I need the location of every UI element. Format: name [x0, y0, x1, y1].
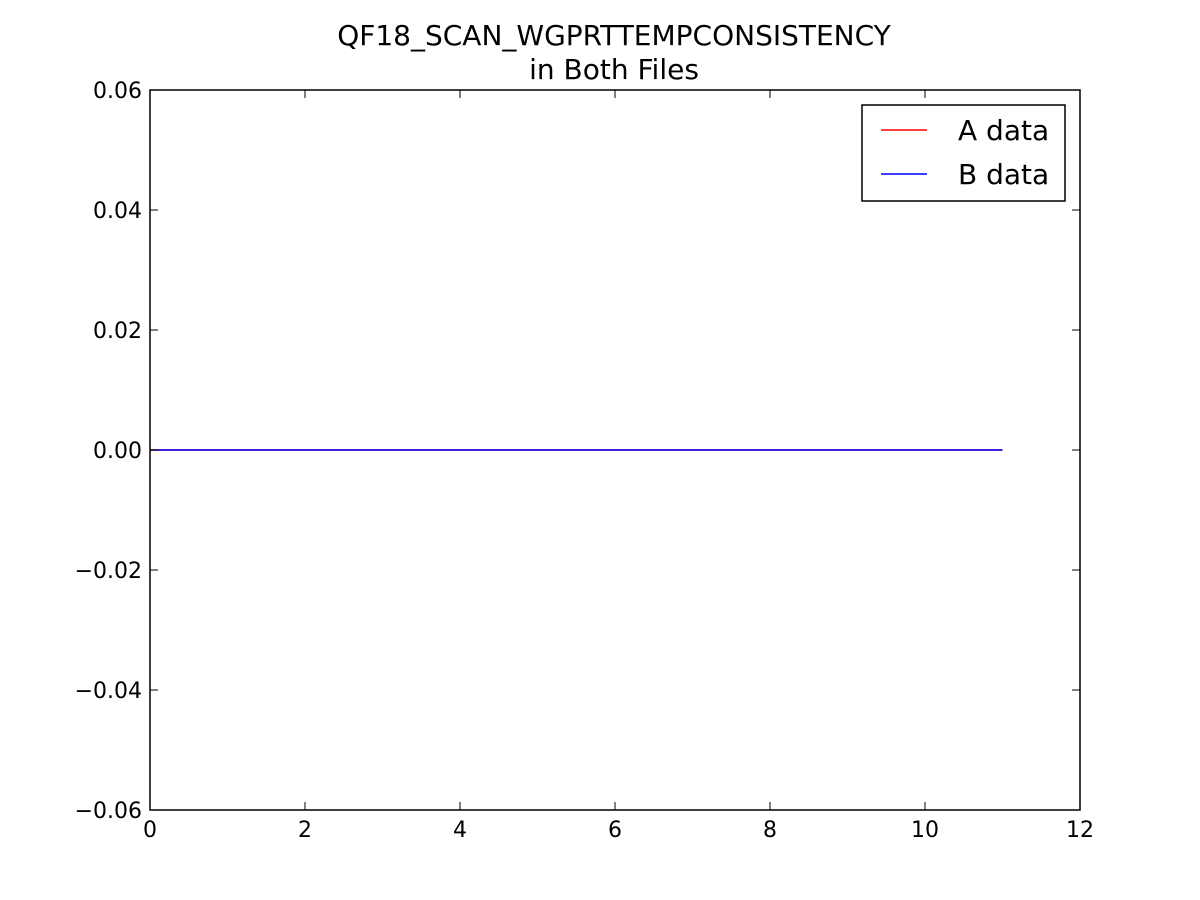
y-tick-label: 0.04 — [93, 199, 142, 224]
y-tick-label: 0.06 — [93, 79, 142, 104]
legend-label-b-data: B data — [958, 158, 1049, 191]
ticks-layer: 0 2 4 6 8 10 12 −0.06 −0.04 −0.02 0.00 0.02 0.04 0.06 — [75, 79, 1094, 843]
x-tick-label: 0 — [143, 818, 157, 843]
legend-box — [861, 104, 1066, 202]
y-tick-label: 0.02 — [93, 319, 142, 344]
x-tick-label: 6 — [608, 818, 622, 843]
y-tick-label: −0.02 — [75, 559, 142, 584]
y-tick-label: −0.06 — [75, 799, 142, 824]
y-tick-label: 0.00 — [93, 439, 142, 464]
legend-label-a-data: A data — [958, 114, 1049, 147]
x-tick-label: 10 — [911, 818, 939, 843]
x-tick-label: 12 — [1066, 818, 1094, 843]
x-tick-label: 2 — [298, 818, 312, 843]
x-tick-label: 4 — [453, 818, 467, 843]
legend: A data B data — [861, 104, 1066, 202]
plot-area-frame — [149, 89, 1081, 811]
chart-title: QF18_SCAN_WGPRTTEMPCONSISTENCY — [337, 19, 891, 52]
chart-subtitle: in Both Files — [529, 53, 699, 86]
y-tick-label: −0.04 — [75, 679, 142, 704]
x-tick-label: 8 — [763, 818, 777, 843]
